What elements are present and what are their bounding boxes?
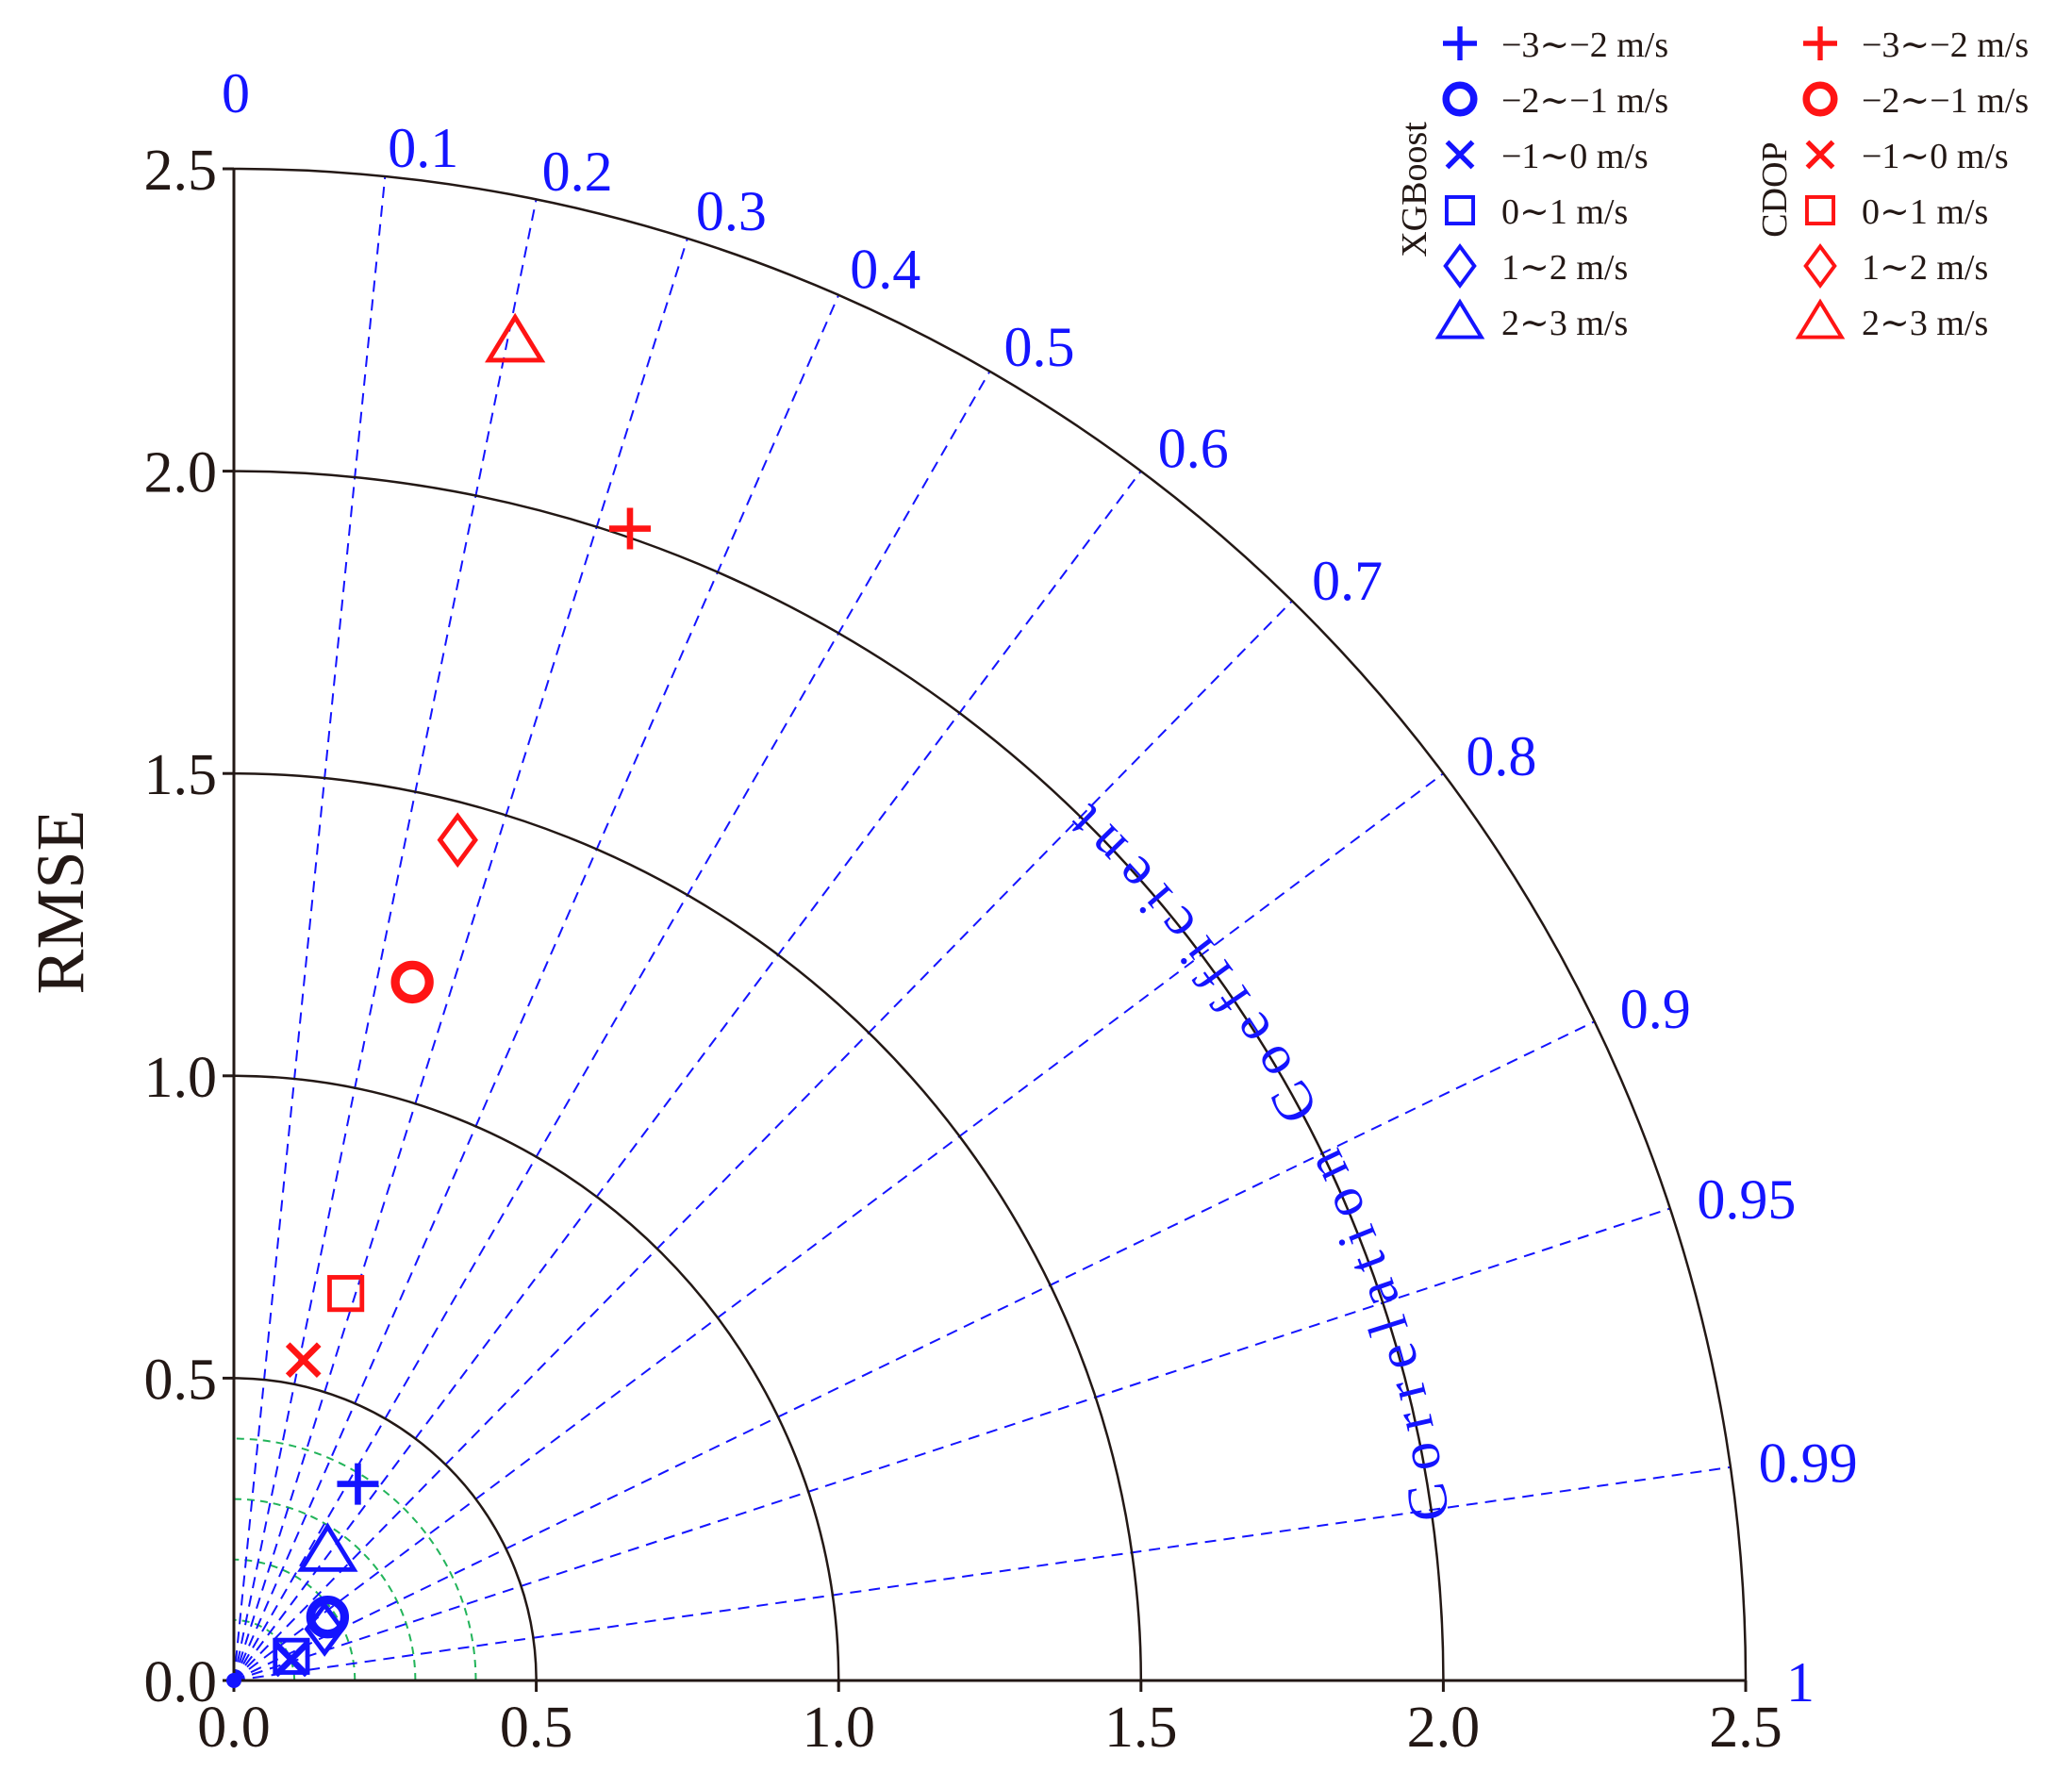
point-cdop-square bbox=[327, 1275, 365, 1313]
point-xgboost-circle bbox=[306, 1596, 350, 1639]
legend-label: −1∼0 m/s bbox=[1501, 137, 1649, 176]
correlation-ray-8 bbox=[233, 772, 1445, 1681]
point-xgboost-diamond bbox=[304, 1601, 345, 1657]
y-tick-label-4: 2.0 bbox=[144, 441, 218, 505]
point-xgboost-plus bbox=[337, 1463, 379, 1505]
legend-marker-diamond bbox=[1803, 242, 1837, 290]
y-axis-title: RMSE bbox=[23, 809, 98, 994]
legend-marker-plus bbox=[1443, 26, 1477, 60]
legend-marker-triangle bbox=[1434, 298, 1485, 339]
point-cdop-circle bbox=[390, 960, 434, 1004]
correlation-tick-label-1: 0.1 bbox=[388, 117, 458, 179]
correlation-tick-label-7: 0.7 bbox=[1312, 550, 1383, 612]
legend-marker-x bbox=[1805, 140, 1835, 170]
correlation-tick-label-8: 0.8 bbox=[1466, 725, 1536, 787]
rmse-arc-1 bbox=[233, 1074, 840, 1681]
points-layer bbox=[226, 312, 651, 1688]
correlation-title: Correlation Coefficient bbox=[1045, 785, 1462, 1526]
legend-label: 1∼2 m/s bbox=[1501, 248, 1628, 288]
correlation-tick-label-0: 0 bbox=[222, 62, 250, 124]
legend-label: −2∼−1 m/s bbox=[1862, 81, 2029, 121]
correlation-ray-4 bbox=[233, 294, 840, 1681]
reference-arc-3 bbox=[233, 1437, 477, 1681]
legend-label: 2∼3 m/s bbox=[1862, 304, 1988, 343]
correlation-ray-3 bbox=[233, 238, 688, 1681]
correlation-tick-label-4: 0.4 bbox=[850, 238, 920, 300]
legend-label: 0∼1 m/s bbox=[1862, 192, 1988, 232]
correlation-tick-label-11: 0.99 bbox=[1759, 1432, 1858, 1495]
correlation-ray-6 bbox=[233, 471, 1142, 1681]
origin-marker bbox=[226, 1673, 241, 1688]
correlation-ray-1 bbox=[233, 175, 387, 1681]
legend: XGBoost −3∼−2 m/s −2∼−1 m/s −1∼0 m/s 0∼1 m/s… bbox=[1395, 25, 2029, 343]
correlation-tick-label-2: 0.2 bbox=[542, 141, 613, 203]
grid-layer bbox=[233, 175, 1732, 1681]
y-tick-label-0: 0.0 bbox=[144, 1650, 218, 1714]
legend-marker-square bbox=[1444, 194, 1476, 226]
correlation-ray-11 bbox=[233, 1465, 1732, 1681]
legend-label: −1∼0 m/s bbox=[1862, 137, 2009, 176]
legend-marker-x bbox=[1445, 140, 1475, 170]
x-tick-label-4: 2.0 bbox=[1407, 1696, 1481, 1760]
reference-arc-1 bbox=[233, 1558, 356, 1681]
legend-marker-plus bbox=[1803, 26, 1837, 60]
legend-label: 1∼2 m/s bbox=[1862, 248, 1988, 288]
legend-label: −2∼−1 m/s bbox=[1501, 81, 1668, 121]
rmse-arc-0 bbox=[233, 1377, 538, 1681]
point-xgboost-x bbox=[274, 1641, 309, 1678]
rmse-arc-4 bbox=[233, 167, 1748, 1681]
correlation-tick-label-12: 1 bbox=[1786, 1651, 1815, 1714]
point-cdop-plus bbox=[608, 507, 651, 550]
x-tick-label-2: 1.0 bbox=[802, 1696, 875, 1760]
legend-group-cdop: CDOP −3∼−2 m/s −2∼−1 m/s −1∼0 m/s 0∼1 m/s 1∼2… bbox=[1755, 25, 2029, 343]
y-tick-label-5: 2.5 bbox=[144, 139, 218, 203]
legend-group-title: XGBoost bbox=[1395, 122, 1434, 257]
legend-label: −3∼−2 m/s bbox=[1501, 25, 1668, 65]
y-tick-label-2: 1.0 bbox=[144, 1046, 218, 1110]
legend-marker-triangle bbox=[1795, 298, 1846, 339]
reference-arc-2 bbox=[233, 1498, 417, 1681]
correlation-tick-label-9: 0.9 bbox=[1620, 978, 1691, 1040]
correlation-tick-label-3: 0.3 bbox=[696, 180, 767, 242]
x-tick-label-5: 2.5 bbox=[1709, 1696, 1782, 1760]
legend-marker-circle bbox=[1802, 81, 1838, 117]
correlation-ray-2 bbox=[233, 199, 538, 1681]
legend-marker-diamond bbox=[1443, 242, 1477, 290]
legend-group-title: CDOP bbox=[1755, 141, 1795, 237]
correlation-ray-7 bbox=[233, 600, 1293, 1681]
correlation-tick-label-5: 0.5 bbox=[1004, 316, 1075, 378]
axes-layer bbox=[223, 167, 1748, 1692]
correlation-ray-5 bbox=[233, 371, 991, 1681]
legend-group-xgboost: XGBoost −3∼−2 m/s −2∼−1 m/s −1∼0 m/s 0∼1 m/s… bbox=[1395, 25, 1668, 343]
point-cdop-x bbox=[285, 1342, 322, 1378]
point-xgboost-triangle bbox=[297, 1522, 358, 1572]
legend-marker-square bbox=[1804, 194, 1836, 226]
correlation-title-text: Correlation Coefficient bbox=[1045, 785, 1449, 1526]
rmse-arc-3 bbox=[233, 470, 1445, 1681]
point-cdop-triangle bbox=[485, 312, 546, 363]
correlation-tick-label-6: 0.6 bbox=[1158, 418, 1229, 480]
legend-marker-circle bbox=[1442, 81, 1478, 117]
legend-label: 0∼1 m/s bbox=[1501, 192, 1628, 232]
x-tick-label-3: 1.5 bbox=[1104, 1696, 1178, 1760]
correlation-ray-9 bbox=[233, 1020, 1596, 1681]
x-tick-label-1: 0.5 bbox=[500, 1696, 573, 1760]
legend-label: −3∼−2 m/s bbox=[1862, 25, 2029, 65]
x-tick-label-0: 0.0 bbox=[197, 1696, 271, 1760]
point-cdop-diamond bbox=[437, 812, 478, 869]
y-tick-label-3: 1.5 bbox=[144, 743, 218, 807]
correlation-tick-label-10: 0.95 bbox=[1697, 1168, 1796, 1231]
y-tick-label-1: 0.5 bbox=[144, 1348, 218, 1412]
correlation-ray-10 bbox=[233, 1207, 1671, 1681]
rmse-arc-2 bbox=[233, 771, 1143, 1681]
point-xgboost-square bbox=[273, 1637, 310, 1675]
legend-label: 2∼3 m/s bbox=[1501, 304, 1628, 343]
